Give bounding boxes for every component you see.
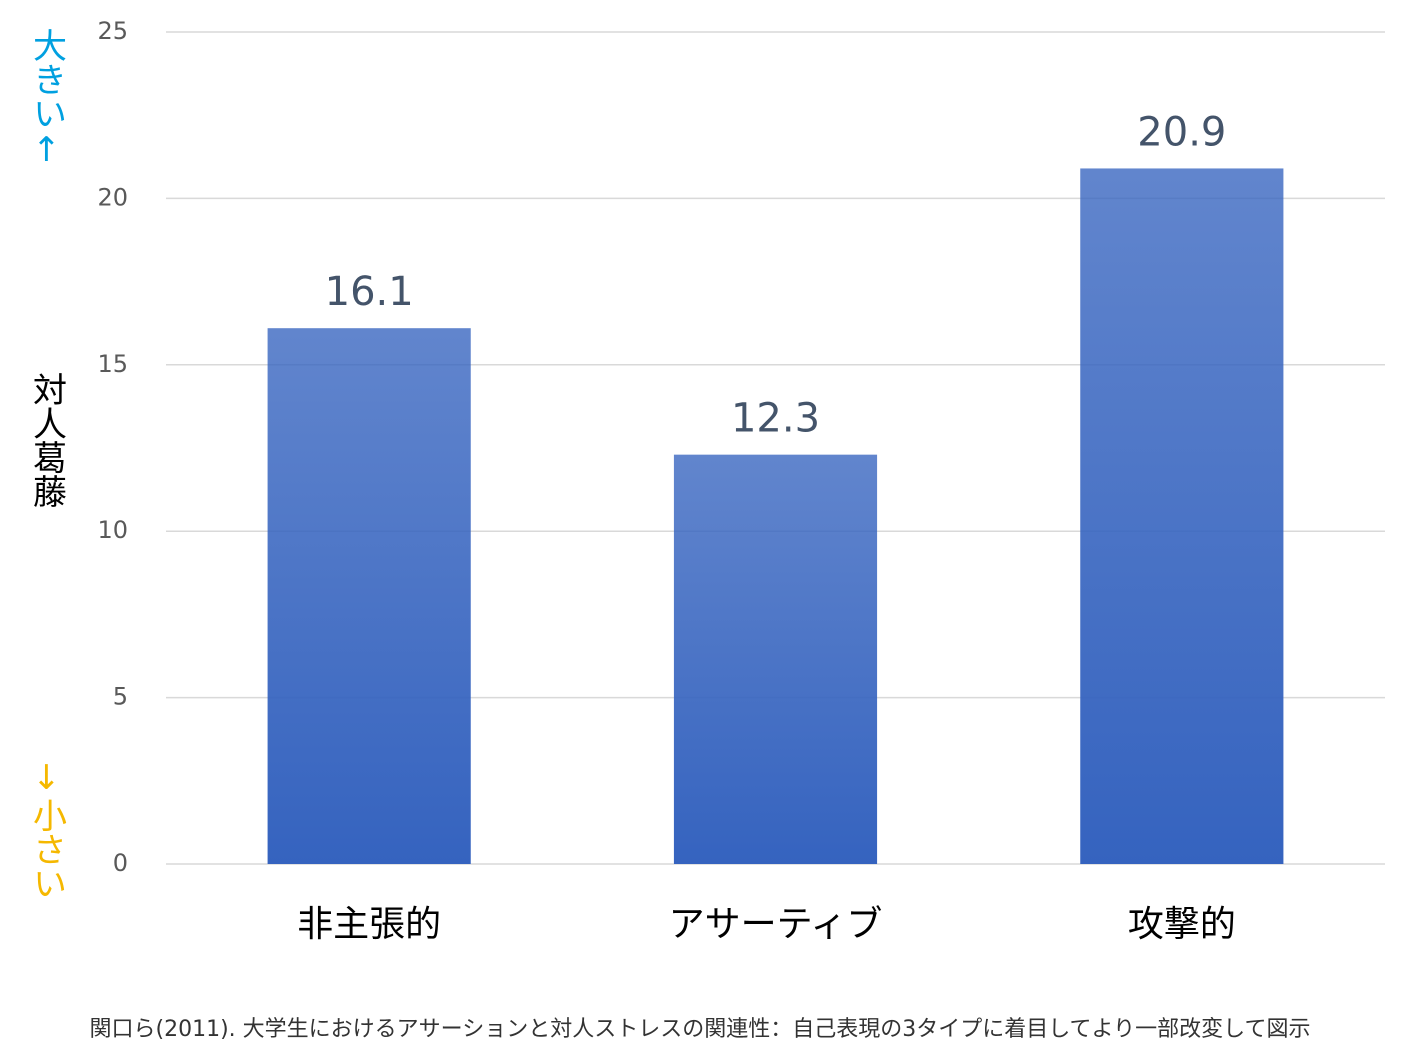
x-tick-label: 非主張的 — [297, 904, 441, 945]
bar — [1080, 168, 1284, 864]
y-tick-label: 25 — [97, 17, 128, 45]
y-axis-label: 対人葛藤 — [27, 372, 67, 508]
y-label-top: 大きい↑ — [27, 28, 67, 170]
y-tick-label: 20 — [97, 183, 128, 211]
bar — [673, 454, 878, 864]
y-tick-label: 0 — [113, 849, 128, 877]
data-label: 12.3 — [731, 396, 820, 442]
data-label: 16.1 — [325, 269, 414, 315]
x-tick-label: アサーティブ — [669, 904, 883, 945]
x-tick-label: 攻撃的 — [1128, 904, 1236, 945]
y-tick-label: 15 — [97, 350, 128, 378]
bar — [267, 328, 471, 864]
data-label: 20.9 — [1137, 109, 1226, 155]
y-tick-label: 10 — [97, 516, 128, 544]
caption: 関口ら(2011). 大学生におけるアサーションと対人ストレスの関連性：自己表現… — [90, 1017, 1311, 1042]
y-tick-label: 5 — [113, 683, 128, 711]
y-label-bottom: ↓小さい — [27, 758, 67, 900]
